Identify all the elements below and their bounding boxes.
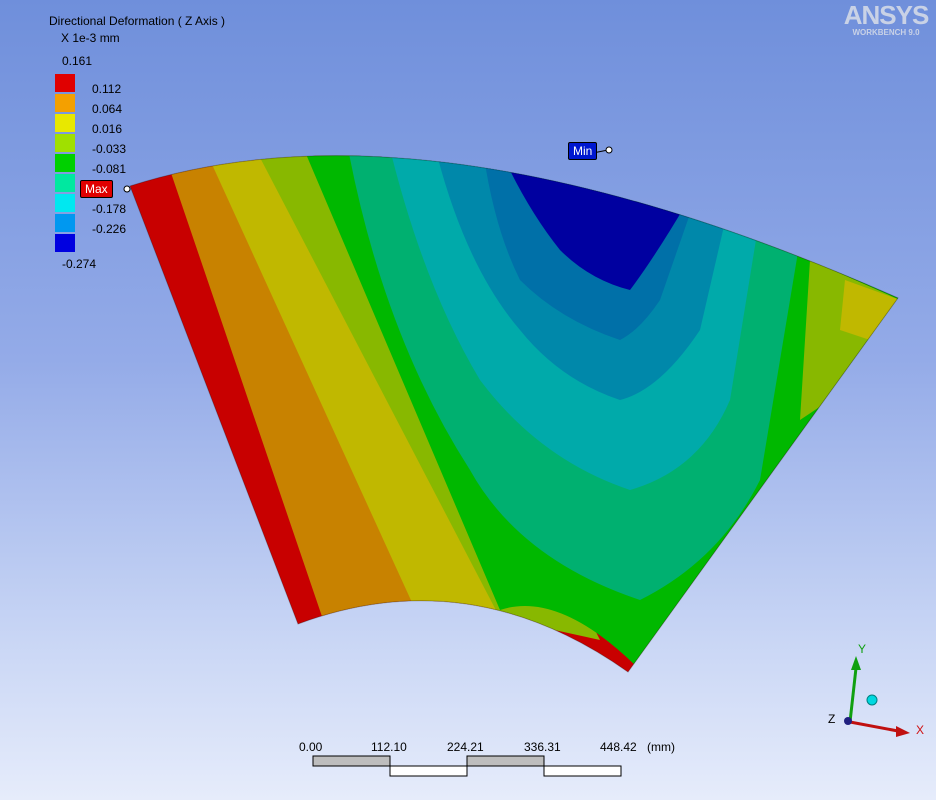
legend-swatch bbox=[55, 174, 75, 192]
contour-band bbox=[840, 280, 898, 340]
legend-unit: X 1e-3 mm bbox=[61, 31, 120, 45]
model-outline bbox=[129, 155, 899, 673]
ansys-logo: ANSYS WORKBENCH 9.0 bbox=[840, 2, 932, 37]
legend-swatch bbox=[55, 194, 75, 212]
legend-label: 0.064 bbox=[92, 102, 123, 116]
legend-min-value: -0.274 bbox=[62, 257, 97, 271]
legend-label: -0.081 bbox=[92, 162, 127, 176]
scale-tick-label: 448.42 bbox=[600, 740, 637, 754]
max-probe-label[interactable]: Max bbox=[80, 180, 113, 198]
legend-swatch bbox=[55, 154, 75, 172]
legend-max-value: 0.161 bbox=[62, 54, 93, 68]
legend-swatch bbox=[55, 114, 75, 132]
legend-label: 0.112 bbox=[92, 82, 122, 96]
x-axis-arrowhead bbox=[896, 726, 910, 737]
scale-tick-label: 224.21 bbox=[447, 740, 484, 754]
legend-label: -0.178 bbox=[92, 202, 127, 216]
isometric-view-ball[interactable] bbox=[866, 694, 878, 706]
legend-swatch bbox=[55, 74, 75, 92]
legend-title: Directional Deformation ( Z Axis ) bbox=[49, 14, 226, 28]
legend-swatch bbox=[55, 234, 75, 252]
legend-label: -0.033 bbox=[92, 142, 127, 156]
y-axis-label: Y bbox=[858, 642, 867, 656]
max-probe-point bbox=[123, 185, 131, 193]
x-axis-arrow bbox=[849, 720, 899, 733]
logo-subtitle: WORKBENCH 9.0 bbox=[852, 28, 920, 37]
logo-name: ANSYS bbox=[843, 0, 930, 30]
min-probe-point bbox=[605, 146, 613, 154]
x-axis-label: X bbox=[916, 723, 925, 737]
legend-swatch bbox=[55, 214, 75, 232]
z-axis-origin bbox=[844, 717, 852, 725]
legend-swatch bbox=[55, 94, 75, 112]
scale-tick-label: 336.31 bbox=[524, 740, 561, 754]
legend-label: -0.226 bbox=[92, 222, 127, 236]
scale-tick-label: 112.10 bbox=[371, 740, 407, 754]
y-axis-arrowhead bbox=[851, 656, 861, 670]
y-axis-arrow bbox=[848, 667, 858, 723]
z-axis-label: Z bbox=[828, 712, 836, 726]
legend-label: 0.016 bbox=[92, 122, 123, 136]
scale-unit: (mm) bbox=[647, 740, 675, 754]
legend-swatch bbox=[55, 134, 75, 152]
scale-tick-label: 0.00 bbox=[299, 740, 323, 754]
min-probe-label[interactable]: Min bbox=[568, 142, 598, 160]
